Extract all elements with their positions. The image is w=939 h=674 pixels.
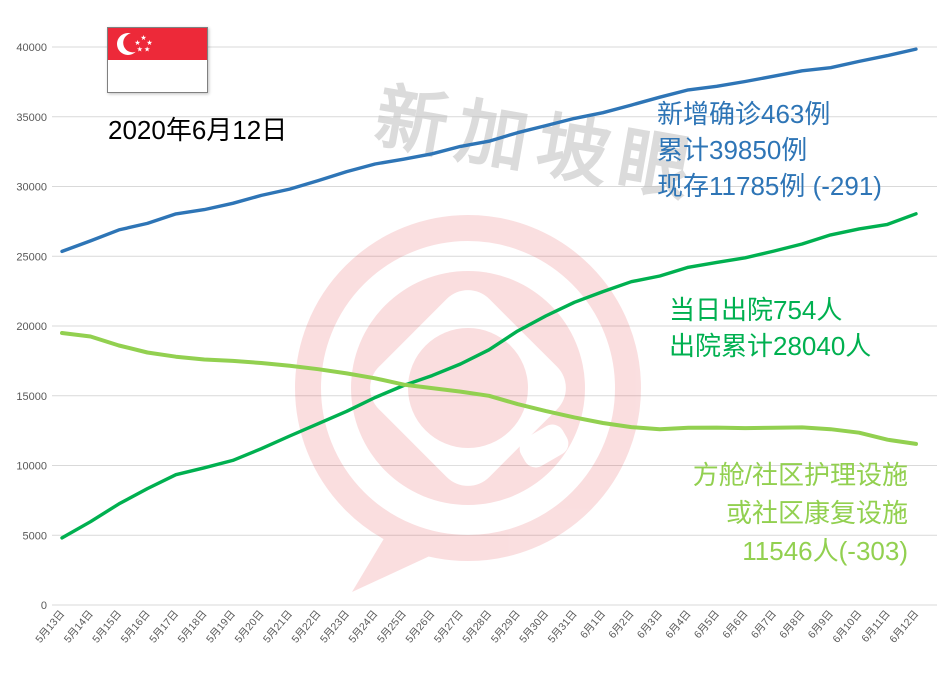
x-axis-tick-label: 5月21日 bbox=[261, 608, 295, 645]
y-axis-tick-label: 15000 bbox=[16, 391, 47, 403]
series-line-confirmed bbox=[60, 47, 918, 254]
y-axis-tick-label: 30000 bbox=[16, 182, 47, 194]
y-axis-tick-label: 25000 bbox=[16, 251, 47, 263]
discharged-total-label: 出院累计28040人 bbox=[669, 331, 872, 361]
x-axis-tick-label: 6月12日 bbox=[887, 608, 921, 645]
x-axis-tick-label: 5月28日 bbox=[460, 608, 494, 645]
singapore-flag-graphic: ★ ★ ★ ★ ★ bbox=[108, 28, 207, 92]
x-axis-tick-label: 5月19日 bbox=[204, 608, 238, 645]
y-axis-tick-label: 40000 bbox=[16, 42, 47, 54]
x-axis-tick-label: 5月13日 bbox=[33, 608, 67, 645]
x-axis-tick-label: 6月10日 bbox=[830, 608, 864, 645]
series-line-discharged bbox=[60, 212, 918, 540]
x-axis-tick-label: 6月1日 bbox=[578, 608, 608, 641]
facilities-annotation: 方舱/社区护理设施 或社区康复设施 11546人(-303) bbox=[693, 456, 908, 570]
x-axis-tick-label: 5月30日 bbox=[517, 608, 551, 645]
confirmed-total-label: 累计39850例 bbox=[657, 135, 808, 165]
date-label: 2020年6月12日 bbox=[108, 115, 288, 145]
flag-star: ★ bbox=[140, 34, 146, 42]
facilities-label-2: 或社区康复设施 bbox=[725, 498, 908, 528]
x-axis-tick-label: 5月24日 bbox=[346, 608, 380, 645]
series-line-facilities bbox=[60, 331, 918, 446]
x-axis-tick-label: 5月31日 bbox=[546, 608, 580, 645]
series-layer bbox=[60, 47, 918, 540]
x-axis-tick-label: 5月22日 bbox=[290, 608, 324, 645]
y-axis-tick-label: 10000 bbox=[16, 461, 47, 473]
singapore-flag: ★ ★ ★ ★ ★ bbox=[107, 27, 208, 93]
flag-star: ★ bbox=[134, 39, 140, 47]
flag-star: ★ bbox=[137, 46, 143, 54]
y-axis-tick-label: 5000 bbox=[23, 530, 47, 542]
x-axis-labels: 5月13日5月14日5月15日5月16日5月17日5月18日5月19日5月20日… bbox=[33, 608, 921, 645]
facilities-label-1: 方舱/社区护理设施 bbox=[692, 460, 908, 490]
x-axis-tick-label: 6月8日 bbox=[777, 608, 807, 641]
x-axis-tick-label: 5月25日 bbox=[375, 608, 409, 645]
watermark-logo bbox=[295, 215, 641, 592]
x-axis-tick-label: 5月26日 bbox=[403, 608, 437, 645]
flag-star: ★ bbox=[144, 46, 150, 54]
x-axis-tick-label: 6月2日 bbox=[606, 608, 636, 641]
discharged-annotation: 当日出院754人 出院累计28040人 bbox=[669, 292, 871, 364]
x-axis-tick-label: 5月23日 bbox=[318, 608, 352, 645]
y-axis-tick-label: 0 bbox=[41, 600, 47, 612]
x-axis-tick-label: 6月5日 bbox=[692, 608, 722, 641]
x-axis-tick-label: 5月14日 bbox=[62, 608, 96, 645]
x-axis-tick-label: 6月6日 bbox=[720, 608, 750, 641]
x-axis-tick-label: 5月29日 bbox=[489, 608, 523, 645]
confirmed-active-label: 现存11785例 (-291) bbox=[657, 171, 882, 201]
grid-layer: 0 5000 10000 15000 20000 25000 30000 35000 40000 bbox=[16, 42, 937, 612]
flag-star: ★ bbox=[146, 39, 152, 47]
discharged-daily-label: 当日出院754人 bbox=[669, 295, 843, 325]
x-axis-tick-label: 5月17日 bbox=[147, 608, 181, 645]
confirmed-annotation: 新增确诊463例 累计39850例 现存11785例 (-291) bbox=[657, 96, 882, 204]
x-axis-tick-label: 6月4日 bbox=[663, 608, 693, 641]
x-axis-tick-label: 5月16日 bbox=[119, 608, 153, 645]
facilities-count-label: 11546人(-303) bbox=[742, 536, 908, 566]
confirmed-new-cases-label: 新增确诊463例 bbox=[657, 99, 831, 129]
x-axis-tick-label: 5月20日 bbox=[233, 608, 267, 645]
x-axis-tick-label: 6月3日 bbox=[635, 608, 665, 641]
x-axis-tick-label: 5月18日 bbox=[176, 608, 210, 645]
y-axis-tick-label: 20000 bbox=[16, 321, 47, 333]
x-axis-tick-label: 5月15日 bbox=[90, 608, 124, 645]
y-axis-tick-label: 35000 bbox=[16, 112, 47, 124]
x-axis-tick-label: 6月7日 bbox=[749, 608, 779, 641]
x-axis-tick-label: 5月27日 bbox=[432, 608, 466, 645]
